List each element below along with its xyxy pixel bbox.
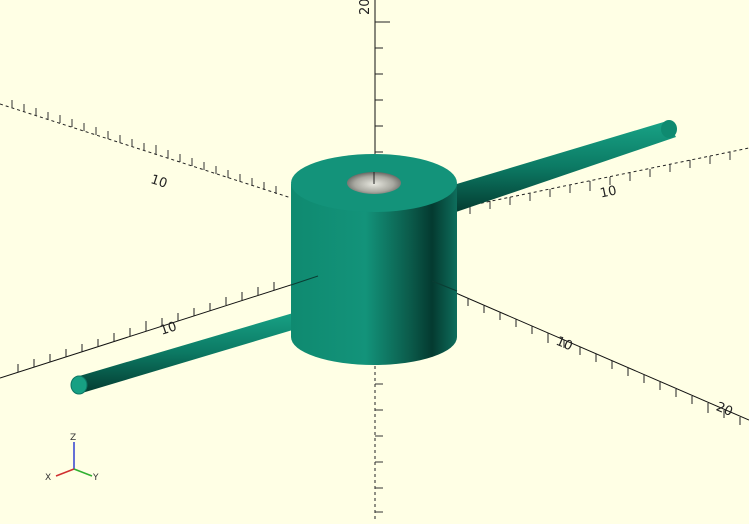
tick-label-right-far: 20: [714, 400, 735, 420]
ticks-upper-left: [11, 100, 277, 194]
ticks-lower-right: [451, 291, 741, 425]
model-rod-left[interactable]: [70, 311, 306, 395]
axes-indicator-x-line: [55, 468, 75, 477]
tick-label-z-top: 20: [358, 0, 373, 15]
ticks-upper-right: [469, 152, 731, 214]
axes-indicator-y-label: Y: [92, 473, 99, 483]
ticks-lower-left: [17, 282, 275, 372]
ticks-negative-z: [375, 383, 383, 513]
tick-label-left-lower: 10: [158, 319, 178, 338]
axis-overlay: [290, 275, 458, 292]
axis-negative-upper-right: [374, 147, 749, 226]
axes-indicator: Z X Y: [45, 433, 99, 483]
tick-label-right-lower: 10: [554, 334, 575, 354]
axes-indicator-x-label: X: [45, 473, 51, 483]
tick-label-right-upper: 10: [599, 183, 618, 201]
model-rod-right[interactable]: [450, 120, 677, 212]
axes-indicator-z-label: Z: [70, 433, 76, 443]
ticks-positive-z: [375, 21, 390, 153]
tick-label-left-upper: 10: [149, 172, 169, 191]
model-cylinder[interactable]: [291, 154, 457, 365]
axes-indicator-y-line: [73, 468, 93, 477]
